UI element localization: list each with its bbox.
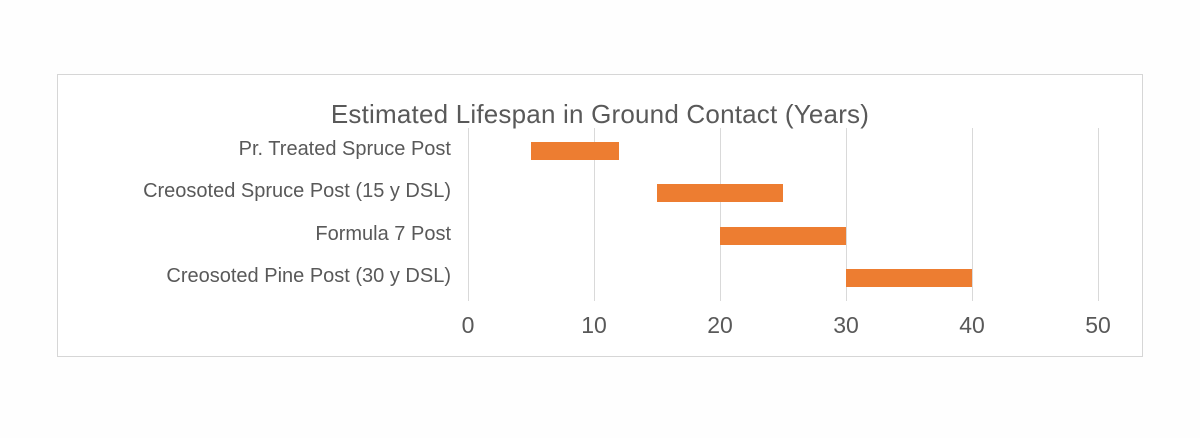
lifespan-bar	[720, 227, 846, 245]
category-label: Creosoted Spruce Post (15 y DSL)	[143, 180, 451, 202]
category-label: Pr. Treated Spruce Post	[238, 138, 451, 160]
lifespan-bar	[657, 184, 783, 202]
lifespan-bar	[531, 142, 619, 160]
x-tick-label-30: 30	[833, 312, 859, 338]
x-tick-label-10: 10	[581, 312, 607, 338]
x-gridline-0	[468, 128, 469, 301]
plot-area: 0 10 20 30 40 50 Pr. Treated Spruce Post Creoso…	[58, 75, 1142, 356]
category-label: Creosoted Pine Post (30 y DSL)	[166, 265, 451, 287]
chart-title: Estimated Lifespan in Ground Contact (Ye…	[330, 99, 870, 129]
category-label: Formula 7 Post	[315, 223, 451, 245]
x-gridline-20	[720, 128, 721, 301]
x-gridline-10	[594, 128, 595, 301]
x-tick-label-40: 40	[959, 312, 985, 338]
x-gridline-50	[1098, 128, 1099, 301]
chart-card: Estimated Lifespan in Ground Contact (Ye…	[57, 74, 1143, 357]
x-gridline-40	[972, 128, 973, 301]
x-tick-label-50: 50	[1085, 312, 1111, 338]
x-gridline-30	[846, 128, 847, 301]
x-tick-label-20: 20	[707, 312, 733, 338]
x-tick-label-0: 0	[461, 312, 475, 338]
lifespan-bar	[846, 269, 972, 287]
